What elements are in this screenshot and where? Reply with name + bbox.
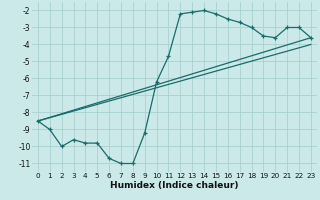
X-axis label: Humidex (Indice chaleur): Humidex (Indice chaleur) (110, 181, 239, 190)
